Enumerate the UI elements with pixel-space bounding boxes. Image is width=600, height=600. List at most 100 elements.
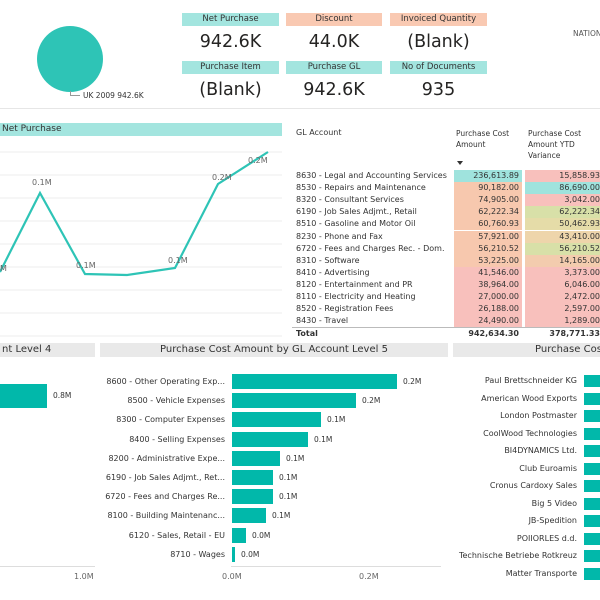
purchase-cost-cell: 24,490.00 [454,315,522,327]
line-chart[interactable] [0,140,285,340]
table-row[interactable]: 8510 - Gasoline and Motor Oil 60,760.93 50… [292,218,600,230]
section-gl-level5: Purchase Cost Amount by GL Account Level… [100,343,448,357]
table-row[interactable]: 6190 - Job Sales Adjmt., Retail 62,222.34… [292,206,600,218]
level5-bar[interactable] [232,508,266,523]
level5-axis-line [231,566,441,567]
level5-bar-value: 0.1M [327,415,346,424]
kpi-label: Net Purchase [182,13,279,26]
vendor-label: Paul Brettschneider KG [484,376,577,385]
level5-bar[interactable] [232,528,246,543]
pie-leader-line [70,91,80,96]
purchase-cost-cell: 62,222.34 [454,206,522,218]
purchase-cost-cell: 38,964.00 [454,279,522,291]
gl-account-name: 6190 - Job Sales Adjmt., Retail [296,207,417,216]
level5-bar-value: 0.1M [279,473,298,482]
purchase-cost-cell: 74,905.00 [454,194,522,206]
table-row[interactable]: 8430 - Travel 24,490.00 1,289.00 [292,315,600,327]
gl-account-header[interactable]: GL Account [296,128,342,137]
level5-bar[interactable] [232,470,273,485]
col-ytd-variance-header[interactable]: Purchase Cost Amount YTD Variance [528,129,582,160]
level5-category-label: 8600 - Other Operating Exp... [106,377,225,386]
vendor-label: BI4DYNAMICS Ltd. [504,446,577,455]
level5-bar[interactable] [232,489,273,504]
vendor-bar[interactable] [584,550,600,562]
kpi-value: 44.0K [308,32,360,52]
section-vendor: Purchase Cost [453,343,600,357]
gl-account-name: 8630 - Legal and Accounting Services [296,171,447,180]
ytd-variance-cell: 62,222.34 [525,206,600,218]
table-row[interactable]: 8630 - Legal and Accounting Services 236,… [292,170,600,182]
vendor-bar[interactable] [584,410,600,422]
divider [0,108,600,109]
level5-bar-value: 0.1M [279,492,298,501]
table-row[interactable]: 8310 - Software 53,225.00 14,165.00 [292,255,600,267]
level5-bar[interactable] [232,432,308,447]
kpi-value: (Blank) [407,32,470,52]
table-row[interactable]: 8320 - Consultant Services 74,905.00 3,042… [292,194,600,206]
pie-label: UK 2009 942.6K [83,91,144,100]
vendor-bar[interactable] [584,393,600,405]
gridlines [0,151,282,337]
level5-category-label: 8300 - Computer Expenses [116,415,225,424]
level5-category-label: 8710 - Wages [170,550,225,559]
kpi-label: Purchase GL [286,61,382,74]
table-row[interactable]: 8520 - Registration Fees 26,188.00 2,597.0… [292,303,600,315]
vendor-bar[interactable] [584,568,600,580]
ytd-variance-cell: 14,165.00 [525,255,600,267]
level4-axis-line [0,566,95,567]
level5-bar[interactable] [232,393,356,408]
level5-bar[interactable] [232,451,280,466]
gl-account-name: 6720 - Fees and Charges Rec. - Dom. [296,244,445,253]
purchase-cost-cell: 56,210.52 [454,243,522,255]
table-row[interactable]: 6720 - Fees and Charges Rec. - Dom. 56,21… [292,243,600,255]
gl-account-name: 8230 - Phone and Fax [296,232,383,241]
table-row[interactable]: 8410 - Advertising 41,546.00 3,373.00 [292,267,600,279]
kpi-label: Discount [286,13,382,26]
purchase-cost-cell: 90,182.00 [454,182,522,194]
vendor-label: Big 5 Video [531,499,577,508]
ytd-variance-cell: 50,462.93 [525,218,600,230]
level5-bar-value: 0.1M [314,435,333,444]
kpi-value: 942.6K [199,32,262,52]
table-row[interactable]: 8110 - Electricity and Heating 27,000.00 2… [292,291,600,303]
line-point-label: 0.1M [32,178,52,187]
vendor-bar[interactable] [584,375,600,387]
vendor-label: CoolWood Technologies [483,429,577,438]
level5-bar[interactable] [232,412,321,427]
vendor-bar[interactable] [584,533,600,545]
level5-axis-tick: 0.2M [359,572,379,581]
nation-label: NATION [573,29,600,38]
vendor-bar[interactable] [584,498,600,510]
ytd-variance-cell: 15,858.93 [525,170,600,182]
vendor-bar[interactable] [584,463,600,475]
total-c2: 378,771.33 [549,329,600,338]
vendor-label: Club Euroamis [519,464,577,473]
vendor-bar[interactable] [584,428,600,440]
line-point-label: 0.1M [76,261,96,270]
gl-account-name: 8510 - Gasoline and Motor Oil [296,219,416,228]
level5-category-label: 8100 - Building Maintenanc... [107,511,225,520]
level5-category-label: 6190 - Job Sales Adjmt., Ret... [105,473,225,482]
total-c1: 942,634.30 [468,329,519,338]
table-row[interactable]: 8230 - Phone and Fax 57,921.00 43,410.00 [292,231,600,243]
level5-category-label: 6720 - Fees and Charges Re... [105,492,225,501]
table-row[interactable]: 8530 - Repairs and Maintenance 90,182.00 8… [292,182,600,194]
table-row[interactable]: 8120 - Entertainment and PR 38,964.00 6,04… [292,279,600,291]
level4-bar[interactable] [0,384,47,408]
section-gl-level4: nt Level 4 [0,343,95,357]
level5-bar[interactable] [232,374,397,389]
purchase-cost-cell: 27,000.00 [454,291,522,303]
gl-account-name: 8310 - Software [296,256,360,265]
ytd-variance-cell: 43,410.00 [525,231,600,243]
level5-bar-value: 0.1M [272,511,291,520]
pie-chart[interactable] [37,26,103,92]
level5-bar[interactable] [232,547,235,562]
col-purchase-cost-header[interactable]: Purchase Cost Amount [456,129,510,149]
sort-desc-icon[interactable] [457,161,463,165]
level5-axis-tick: 0.0M [222,572,242,581]
vendor-bar[interactable] [584,515,600,527]
vendor-label: Cronus Cardoxy Sales [489,481,577,490]
vendor-bar[interactable] [584,445,600,457]
level5-bar-value: 0.1M [286,454,305,463]
vendor-bar[interactable] [584,480,600,492]
